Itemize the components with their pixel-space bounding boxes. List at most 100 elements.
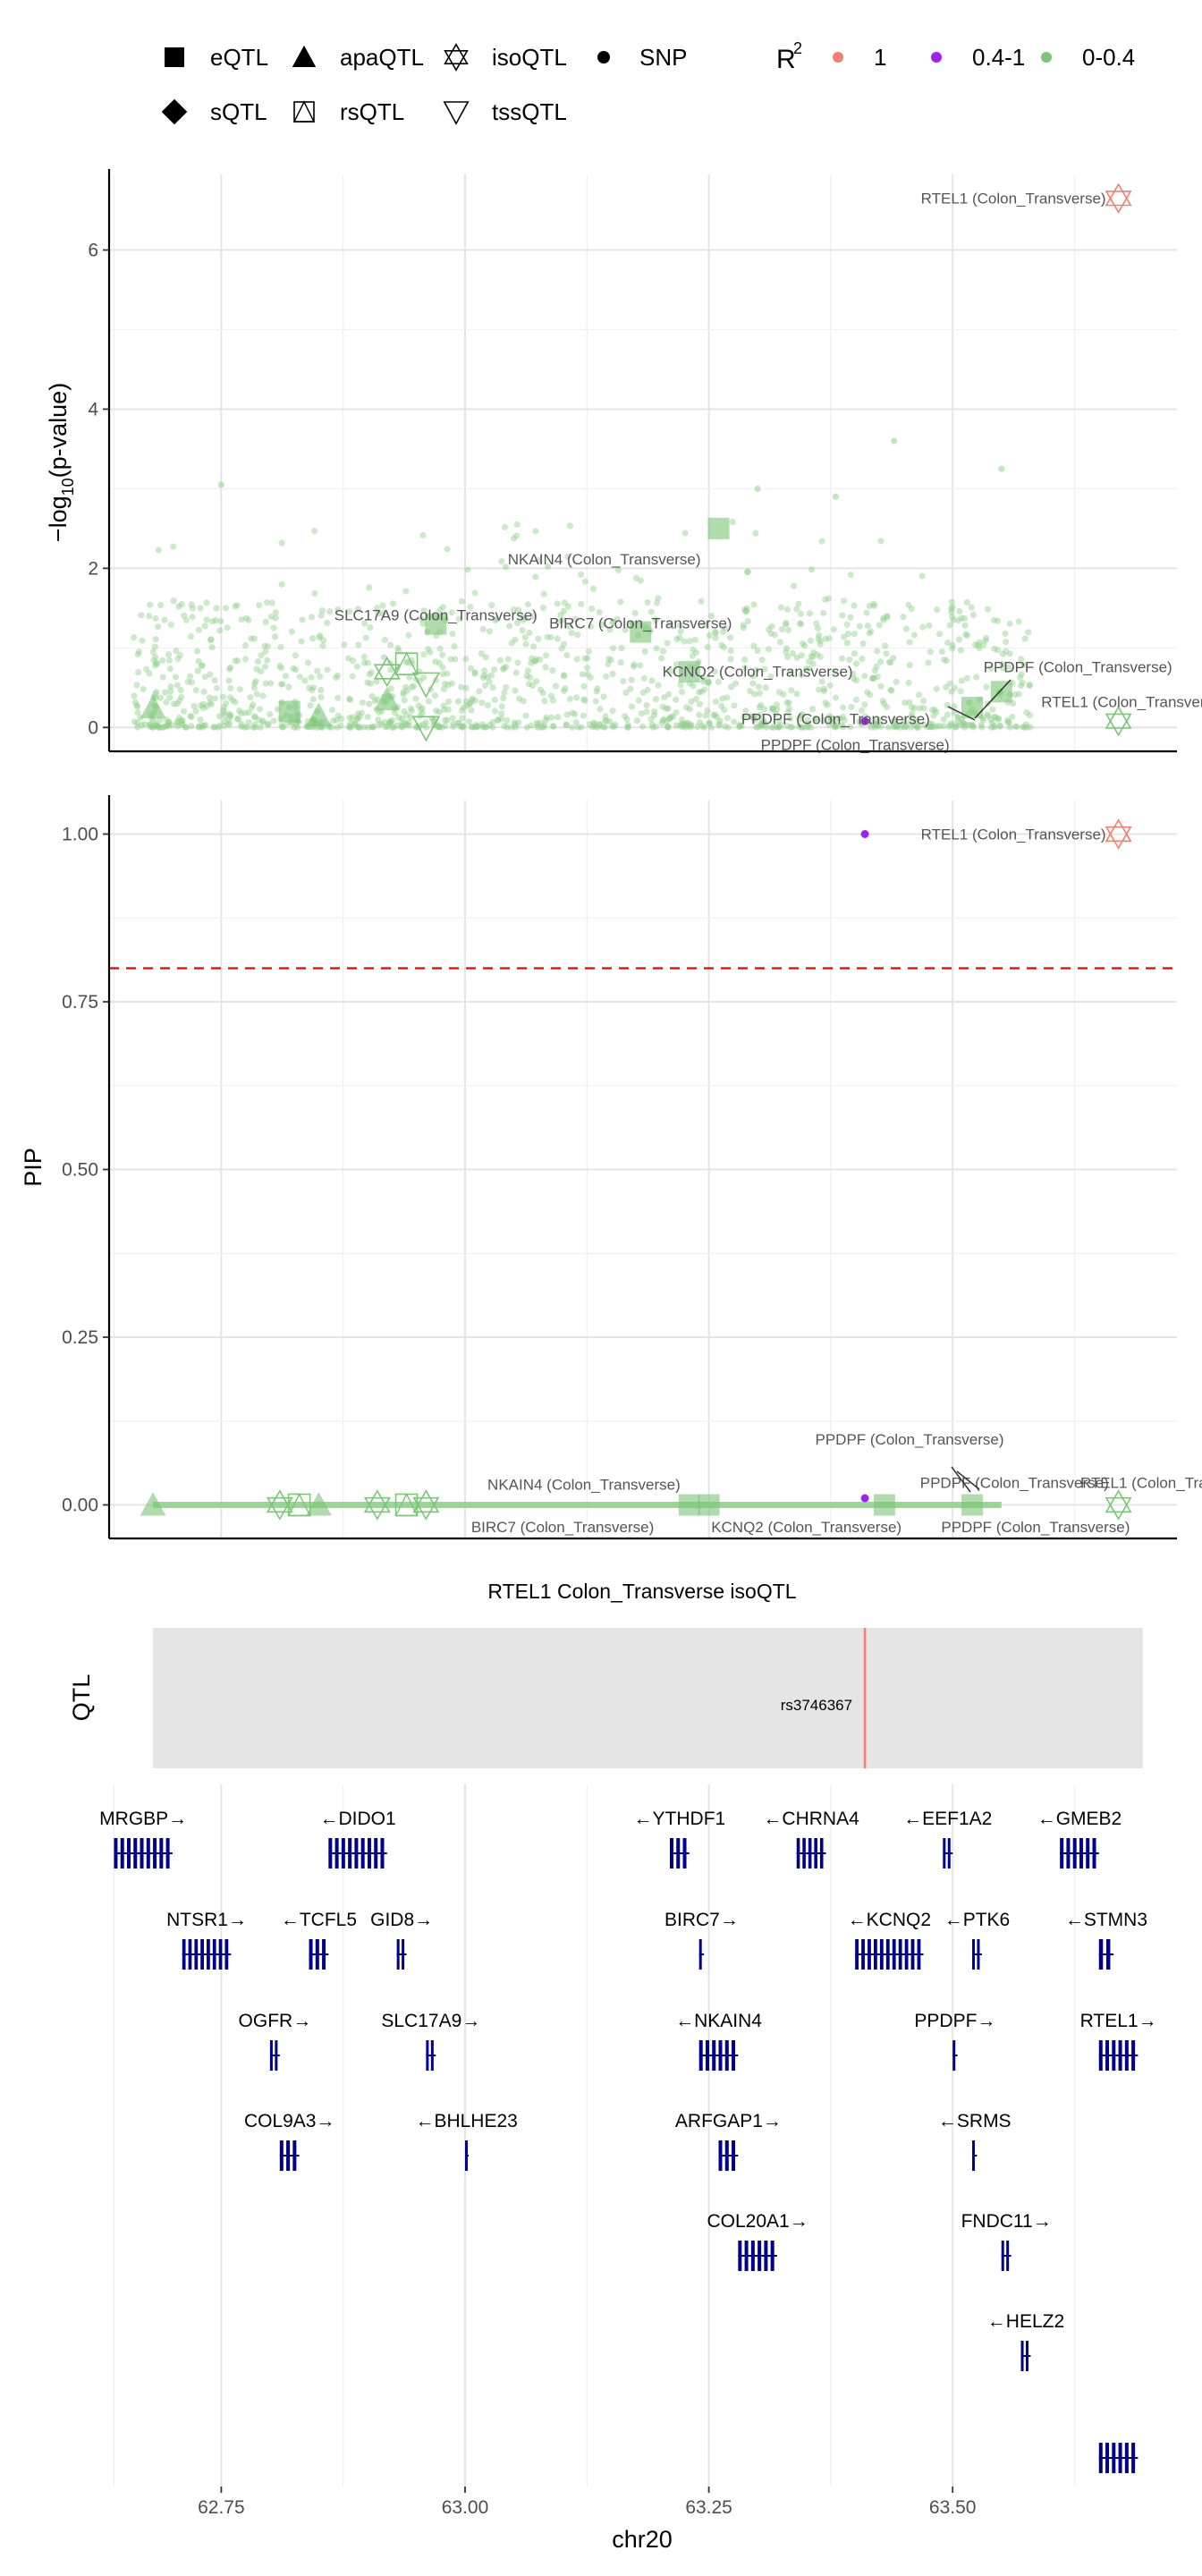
qtl-point-hexagram-inv [1105, 713, 1132, 737]
snp-point [277, 681, 285, 688]
snp-point [710, 712, 717, 719]
snp-point [651, 708, 658, 716]
snp-point [420, 607, 427, 614]
gene-exon [705, 2040, 709, 2071]
snp-point [354, 710, 362, 717]
snp-point [648, 608, 655, 615]
snp-point [227, 684, 234, 692]
y-tick-label: 2 [88, 558, 98, 579]
snp-point [238, 616, 245, 623]
snp-point [399, 724, 406, 731]
snp-point [884, 703, 891, 711]
snp-point [346, 724, 353, 731]
snp-point [267, 680, 275, 687]
gene-label: ARFGAP1→ [675, 2111, 782, 2131]
snp-point [798, 671, 805, 679]
snp-point [349, 657, 357, 665]
snp-point [531, 657, 538, 665]
qtl-point-hexagram [266, 1489, 293, 1513]
snp-point [226, 720, 233, 728]
snp-point [528, 722, 535, 729]
snp-point [248, 635, 255, 642]
snp-point [291, 724, 298, 731]
gene-exon [426, 2040, 429, 2071]
snp-point [711, 668, 718, 675]
snp-point [584, 655, 591, 662]
snp-point [469, 695, 476, 702]
snp-point [512, 721, 520, 728]
snp-point [715, 678, 722, 685]
snp-point [757, 711, 764, 718]
snp-point [795, 600, 802, 607]
qtl-panel-title: RTEL1 Colon_Transverse isoQTL [487, 1580, 796, 1603]
snp-point [471, 697, 479, 704]
snp-point [179, 716, 186, 724]
gene-label: ←PTK6 [944, 1910, 1011, 1930]
snp-point [637, 577, 644, 584]
snp-point [208, 644, 216, 651]
snp-point [563, 711, 571, 718]
snp-point [750, 642, 758, 649]
snp-point [220, 709, 227, 716]
snp-point [614, 615, 621, 623]
snp-point [798, 724, 805, 731]
snp-point [547, 692, 555, 699]
snp-point [758, 657, 766, 664]
snp-point [798, 621, 805, 628]
snp-point [549, 723, 556, 730]
snp-point [272, 614, 279, 622]
snp-point [207, 636, 215, 643]
snp-point [512, 532, 521, 539]
snp-point [478, 650, 485, 657]
snp-point [498, 703, 505, 710]
snp-point [345, 695, 353, 702]
snp-point [789, 649, 796, 657]
snp-point [532, 678, 540, 685]
snp-point [944, 711, 951, 718]
snp-point [245, 616, 252, 623]
snp-point [696, 719, 704, 726]
snp-point [891, 716, 899, 724]
point-annotation-1: NKAIN4 (Colon_Transverse) [508, 551, 701, 568]
snp-point [272, 609, 280, 616]
snp-point [198, 662, 205, 669]
point-annotation-0: RTEL1 (Colon_Transverse) [921, 826, 1106, 843]
snp-point [650, 712, 658, 719]
snp-point [916, 691, 923, 699]
snp-point [253, 691, 260, 698]
snp-point [874, 648, 881, 655]
gene-exon [1124, 2040, 1129, 2071]
snp-point [229, 697, 236, 704]
snp-point [485, 701, 492, 709]
snp-point [317, 686, 325, 694]
snp-point [334, 694, 342, 702]
snp-point [369, 723, 377, 730]
snp-point [257, 724, 264, 731]
snp-point [750, 712, 758, 719]
snp-point [678, 688, 686, 696]
snp-point [552, 682, 560, 690]
snp-point [334, 672, 342, 679]
snp-point [749, 680, 757, 687]
snp-point [442, 716, 449, 724]
snp-point [686, 638, 693, 645]
snp-point [933, 708, 940, 716]
snp-point [919, 623, 927, 631]
snp-point [220, 703, 228, 711]
snp-point [1018, 656, 1025, 663]
snp-point [369, 724, 377, 731]
snp-point [700, 675, 707, 682]
snp-point [777, 722, 784, 729]
gene-exon [146, 1838, 150, 1868]
snp-point [1012, 691, 1019, 699]
snp-point [527, 674, 534, 682]
snp-point [381, 636, 388, 644]
snp-point [820, 688, 828, 695]
snp-point [691, 636, 699, 643]
snp-point [1013, 723, 1020, 730]
snp-point [407, 705, 414, 712]
snp-point [324, 666, 331, 674]
gene-exon [133, 1838, 138, 1868]
snp-point [610, 618, 617, 625]
gene-exon [718, 2040, 723, 2071]
